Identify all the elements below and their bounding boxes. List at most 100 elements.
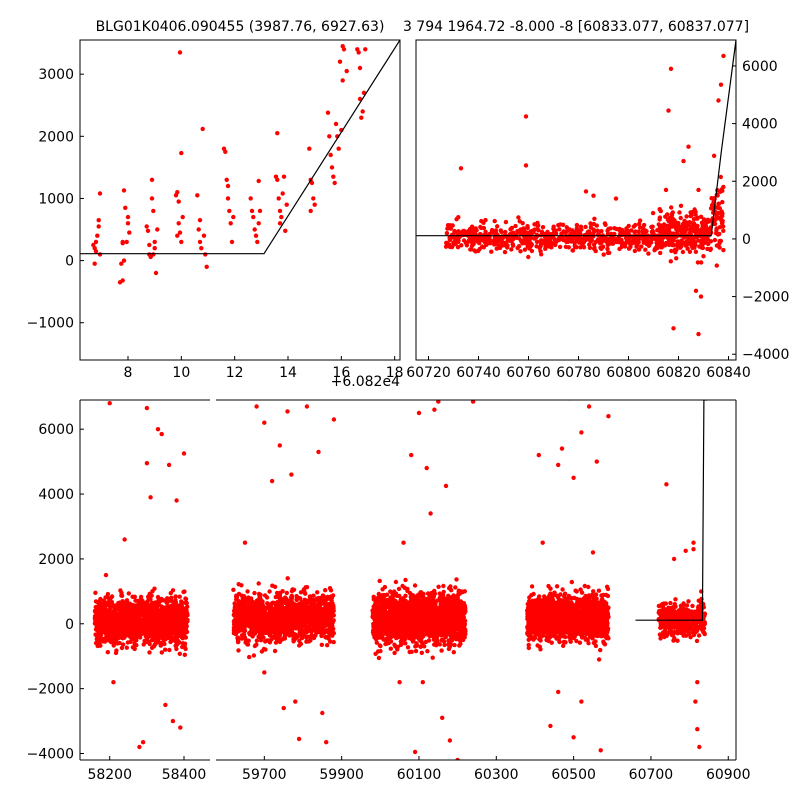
data-point: [250, 609, 255, 615]
data-point: [291, 614, 296, 619]
data-point: [672, 221, 677, 226]
data-point: [273, 601, 278, 607]
data-point: [315, 590, 320, 595]
data-point: [284, 590, 289, 596]
data-point: [290, 623, 296, 628]
data-point: [489, 249, 494, 254]
data-point: [124, 598, 130, 603]
data-point: [549, 245, 554, 250]
panel-top-left-title: BLG01K0406.090455 (3987.76, 6927.63): [96, 19, 385, 35]
data-point: [698, 214, 704, 219]
data-point: [100, 608, 105, 613]
data-point: [173, 594, 178, 599]
data-point: [303, 617, 309, 622]
data-point: [155, 227, 160, 232]
data-point: [111, 643, 116, 648]
data-point: [292, 637, 297, 642]
data-point: [496, 244, 502, 249]
data-point: [444, 240, 449, 246]
data-point: [637, 221, 642, 227]
data-point: [168, 632, 173, 637]
data-point: [252, 227, 257, 232]
data-point: [693, 209, 698, 215]
data-point: [120, 642, 126, 647]
data-point: [313, 607, 318, 612]
data-point: [182, 627, 187, 633]
data-point: [304, 598, 310, 603]
data-point: [255, 611, 260, 616]
data-point: [197, 218, 203, 223]
data-point: [658, 250, 663, 256]
data-point: [142, 619, 147, 625]
data-point: [628, 234, 633, 239]
data-point: [177, 594, 182, 599]
data-point: [478, 224, 483, 230]
data-point: [641, 240, 646, 245]
data-point: [255, 239, 260, 245]
data-point: [256, 221, 261, 226]
data-point: [529, 248, 535, 254]
outlier-point: [718, 82, 724, 87]
data-point: [492, 218, 497, 224]
outlier-point: [140, 740, 146, 745]
data-point: [276, 196, 281, 201]
data-point: [279, 613, 284, 619]
data-point: [699, 260, 704, 265]
data-point: [326, 627, 332, 632]
data-point: [599, 229, 604, 234]
data-point: [592, 229, 597, 234]
data-point: [626, 246, 632, 251]
data-point: [535, 227, 540, 232]
data-point: [152, 246, 157, 251]
data-point: [147, 242, 152, 248]
data-point: [693, 249, 699, 254]
data-point: [119, 593, 124, 598]
data-point: [569, 237, 575, 243]
outlier-point: [181, 451, 187, 456]
data-point: [227, 208, 232, 214]
data-point: [178, 619, 183, 624]
data-point: [557, 236, 563, 241]
outlier-point: [663, 187, 669, 193]
data-point: [155, 594, 161, 600]
data-point: [538, 244, 543, 249]
outlier-point: [523, 163, 529, 168]
data-point: [577, 228, 582, 233]
data-point: [505, 245, 510, 250]
data-point: [717, 225, 723, 230]
data-point: [260, 599, 265, 604]
data-point: [107, 632, 112, 638]
data-point: [271, 610, 276, 615]
x-tick-label: 60800: [606, 365, 651, 381]
data-point: [286, 622, 291, 627]
data-point: [680, 249, 686, 255]
data-point: [673, 250, 678, 255]
data-point: [252, 643, 258, 649]
data-point: [95, 622, 101, 627]
data-point: [240, 613, 245, 618]
data-point: [303, 585, 308, 590]
data-point: [245, 589, 250, 594]
data-point: [413, 648, 419, 654]
data-point: [94, 637, 100, 642]
data-point: [325, 110, 331, 115]
data-point: [393, 579, 399, 585]
data-point: [140, 630, 146, 636]
data-point: [250, 623, 255, 628]
data-point: [471, 227, 476, 233]
data-point: [139, 602, 145, 607]
data-point: [683, 226, 688, 231]
data-point: [240, 596, 245, 601]
data-point: [234, 595, 240, 600]
data-point: [644, 236, 649, 241]
data-point: [231, 214, 236, 220]
data-point: [281, 174, 287, 179]
data-point: [305, 627, 311, 632]
data-point: [344, 68, 349, 74]
data-point: [134, 643, 139, 648]
data-point: [311, 598, 317, 603]
data-point: [502, 249, 508, 255]
data-point: [106, 622, 111, 627]
data-point: [715, 205, 720, 210]
outlier-point: [613, 196, 619, 201]
